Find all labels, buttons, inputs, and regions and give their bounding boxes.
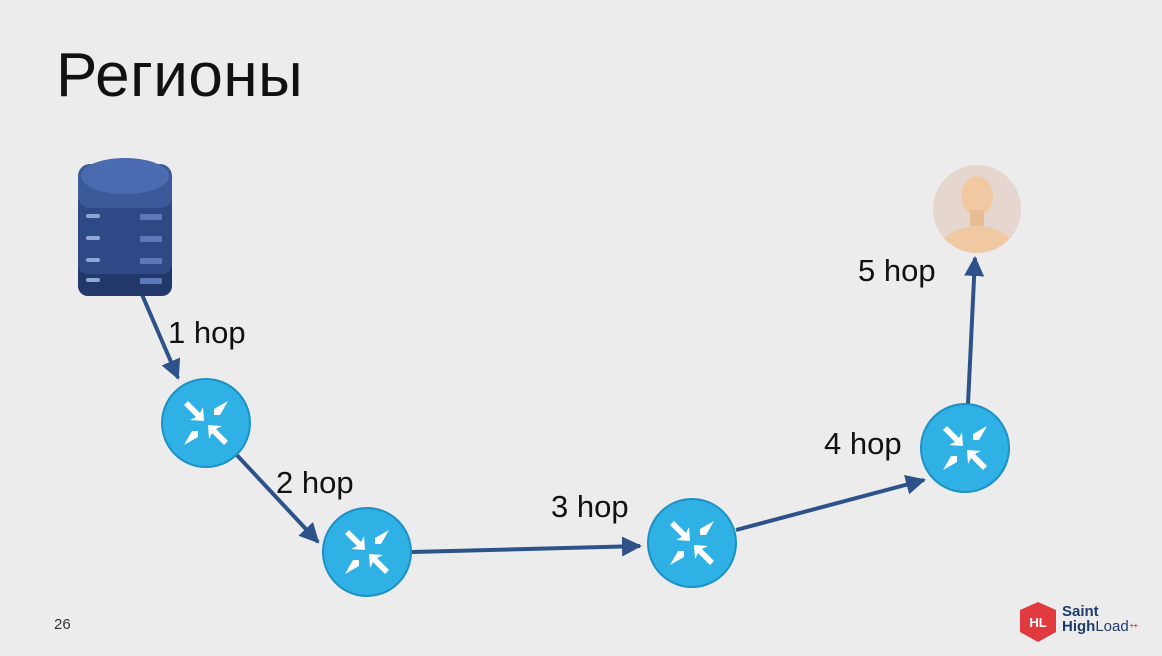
logo-suffix: ++	[1129, 623, 1138, 630]
logo-line1: Saint	[1062, 603, 1099, 620]
edge-5-line	[964, 256, 985, 405]
edge-2-line	[232, 450, 320, 544]
edge-4-label: 4 hop	[824, 426, 902, 461]
logo-line2-thin: Load	[1095, 618, 1129, 635]
logo-line2-bold: High	[1062, 618, 1096, 635]
edge-5-label: 5 hop	[858, 253, 936, 288]
saint-highload-logo: HL	[1020, 602, 1056, 642]
edge-4-line	[735, 474, 926, 532]
edge-1-label: 1 hop	[168, 315, 246, 350]
page-number: 26	[54, 616, 71, 633]
edge-3-label: 3 hop	[551, 489, 629, 524]
router-4-icon	[920, 403, 1010, 493]
router-1-icon	[161, 378, 251, 468]
edge-1-line	[138, 289, 181, 380]
slide-title: Регионы	[56, 41, 304, 110]
logo-wordmark: Saint HighLoad++	[1062, 604, 1138, 634]
server-icon	[78, 158, 172, 296]
edge-3-line	[411, 536, 642, 557]
logo-badge-text: HL	[1029, 615, 1046, 630]
user-avatar-icon	[933, 165, 1021, 253]
edge-2-label: 2 hop	[276, 465, 354, 500]
router-3-icon	[647, 498, 737, 588]
router-2-icon	[322, 507, 412, 597]
